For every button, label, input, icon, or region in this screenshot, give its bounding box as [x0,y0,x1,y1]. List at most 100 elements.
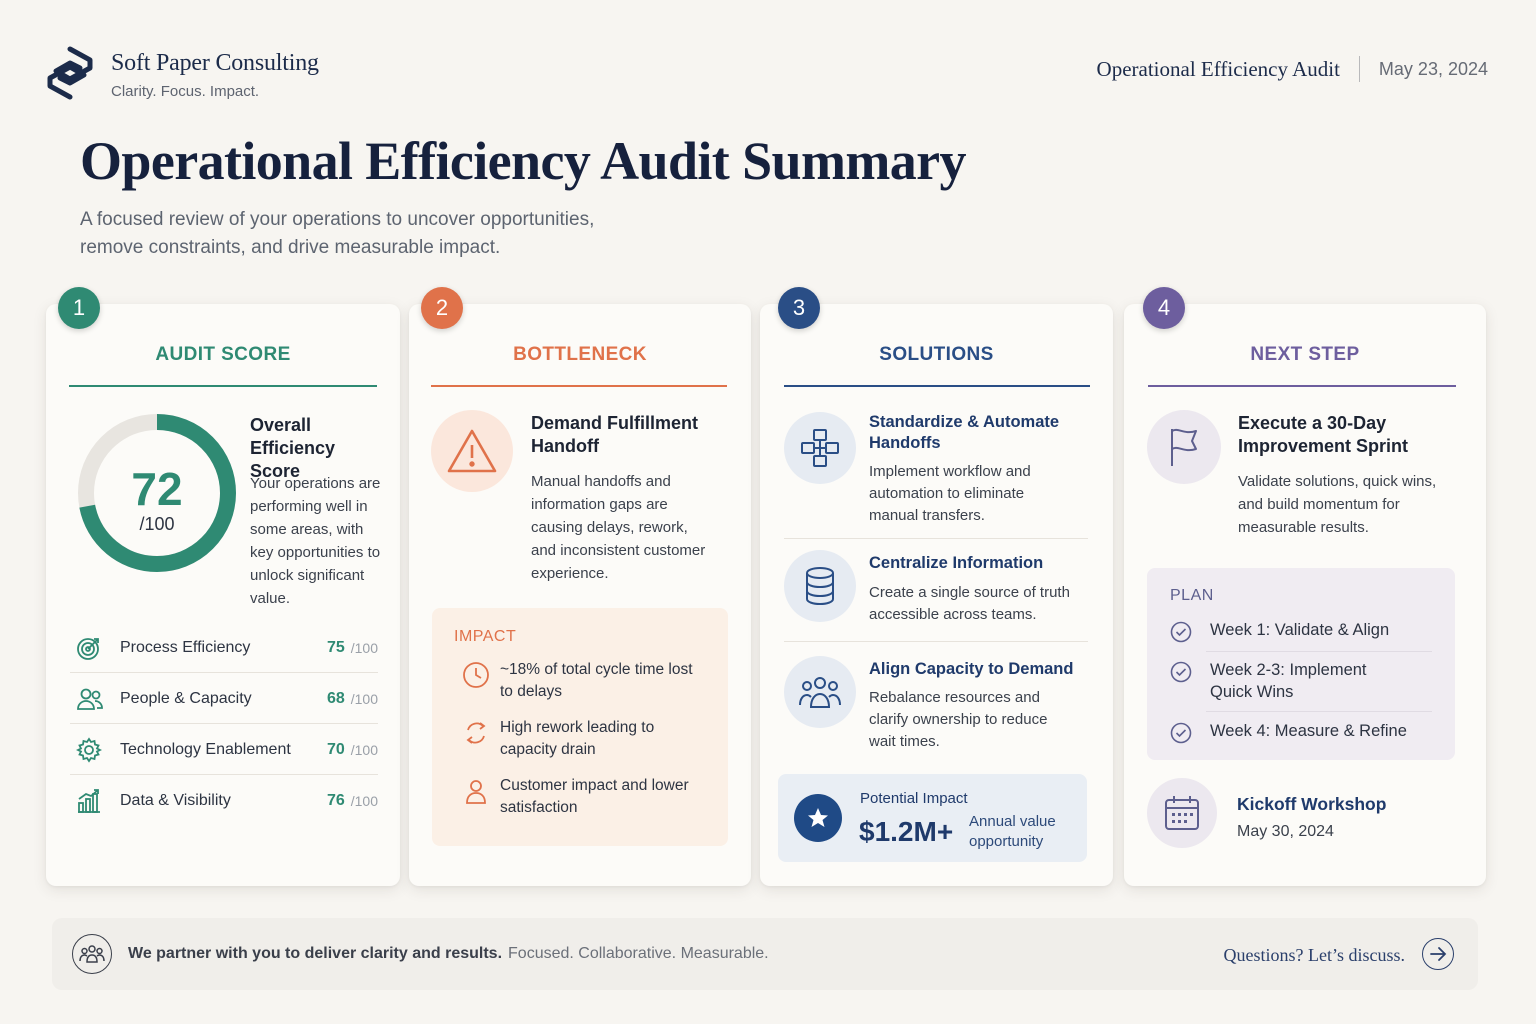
contact-link[interactable]: Questions? Let’s discuss. [1223,945,1406,965]
plan-text-line: Quick Wins [1210,683,1294,701]
next-step-description: Validate solutions, quick wins, and buil… [1238,473,1437,536]
step-badge: 4 [1143,287,1185,329]
metric-max: /100 [350,690,378,707]
impact-item: ~18% of total cycle time lost to delays [452,659,712,703]
heading-line: Execute a 30-Day [1238,413,1387,433]
plan-text-line: Week 2-3: Implement [1210,661,1367,679]
refresh-icon [452,717,500,761]
heading-line: Improvement Sprint [1238,436,1409,456]
potential-note-line: Annual value [969,813,1056,830]
next-step-heading: Execute a 30-Day Improvement Sprint [1238,412,1438,458]
people-icon [70,684,108,714]
bottleneck-description: Manual handoffs and information gaps are… [531,473,706,582]
metric-label: Technology Enablement [120,740,291,758]
page-title: Operational Efficiency Audit Summary [80,131,966,191]
plan-item: Week 1: Validate & Align [1170,619,1432,648]
solution-divider [784,641,1088,642]
database-icon [784,550,856,622]
solution-title: Align Capacity to Demand [869,660,1074,678]
plan-title: PLAN [1170,587,1214,604]
page-subtitle: A focused review of your operations to u… [80,206,700,262]
flag-icon [1147,410,1221,484]
metric-row: Technology Enablement 70 /100 [70,725,378,775]
star-icon [794,794,842,842]
check-circle-icon [1170,720,1210,749]
footer-bar [52,918,1478,990]
solution-text: Rebalance resources and clarify ownershi… [869,689,1048,750]
score-value: 72 [131,463,183,515]
audit-score-card: AUDIT SCORE [46,304,400,886]
user-icon [452,775,500,819]
bottleneck-heading: Demand Fulfillment Handoff [531,412,711,458]
gear-icon [70,735,108,765]
metric-value: 75 [326,638,345,656]
footer-soft: Focused. Collaborative. Measurable. [508,945,769,962]
plan-text: Week 1: Validate & Align [1210,621,1390,639]
solution-text: Create a single source of truth accessib… [869,584,1070,623]
metric-value: 70 [326,740,345,758]
brand: Soft Paper Consulting Clarity. Focus. Im… [111,50,319,100]
check-circle-icon [1170,659,1210,688]
report-date: May 23, 2024 [1378,58,1488,79]
score-max: /100 [139,514,175,534]
potential-label: Potential Impact [860,790,968,807]
score-heading: Overall Efficiency Score [250,415,336,481]
step-badge: 2 [421,287,463,329]
bar-chart-icon [70,786,108,816]
solution-divider [784,538,1088,539]
plan-panel [1147,568,1455,760]
brand-name: Soft Paper Consulting [111,50,319,76]
footer-bold: We partner with you to deliver clarity a… [128,945,503,962]
check-circle-icon [1170,619,1210,648]
card-divider [431,385,727,387]
plan-item: Week 2-3: Implement Quick Wins [1170,659,1432,703]
workflow-icon [784,412,856,484]
plan-divider [1206,651,1432,652]
clock-icon [452,659,500,703]
metric-max: /100 [350,639,378,656]
step-badge: 1 [58,287,100,329]
plan-item: Week 4: Measure & Refine [1170,720,1432,749]
solution-text: Implement workflow and automation to eli… [869,463,1031,524]
calendar-icon [1147,778,1217,848]
solution-title-line: Handoffs [869,434,941,452]
heading-line: Handoff [531,436,599,456]
plan-text: Week 4: Measure & Refine [1210,722,1407,740]
potential-value: $1.2M+ [859,816,954,847]
impact-text: ~18% of total cycle time lost to delays [500,661,693,700]
card-title: BOTTLENECK [513,344,647,365]
subtitle-line: remove constraints, and drive measurable… [80,237,501,258]
report-meta: Operational Efficiency Audit May 23, 202… [1097,56,1488,82]
metric-max: /100 [350,741,378,758]
card-divider [784,385,1090,387]
footer-message: We partner with you to deliver clarity a… [128,945,769,963]
card-title: SOLUTIONS [879,344,994,365]
report-title: Operational Efficiency Audit [1096,56,1340,81]
metric-label: People & Capacity [120,689,252,707]
target-icon [70,633,108,663]
metric-row: People & Capacity 68 /100 [70,674,378,724]
score-description: Your operations are performing well in s… [250,475,381,607]
impact-item: Customer impact and lower satisfaction [452,775,712,819]
warning-icon [431,410,513,492]
kickoff-title: Kickoff Workshop [1237,794,1387,814]
plan-divider [1206,711,1432,712]
arrow-right-icon[interactable] [1422,938,1454,970]
metric-value: 68 [326,689,345,707]
score-ring-progress [78,414,236,572]
score-ring-chart [78,414,236,572]
brand-logo-icon [46,46,94,100]
card-title: AUDIT SCORE [155,344,291,365]
heading-line: Demand Fulfillment [531,413,699,433]
impact-text: High rework leading to capacity drain [500,719,655,758]
metric-max: /100 [350,793,378,809]
subtitle-line: A focused review of your operations to u… [80,209,595,230]
impact-item: High rework leading to capacity drain [452,717,712,761]
potential-note: Annual value opportunity [969,812,1056,852]
potential-note-line: opportunity [969,833,1044,850]
metric-row: Process Efficiency 75 /100 [70,623,378,673]
impact-title: IMPACT [454,628,517,645]
metric-value: 76 [326,792,345,809]
metric-label: Data & Visibility [120,792,231,809]
metric-row: Data & Visibility 76 /100 [70,776,378,826]
